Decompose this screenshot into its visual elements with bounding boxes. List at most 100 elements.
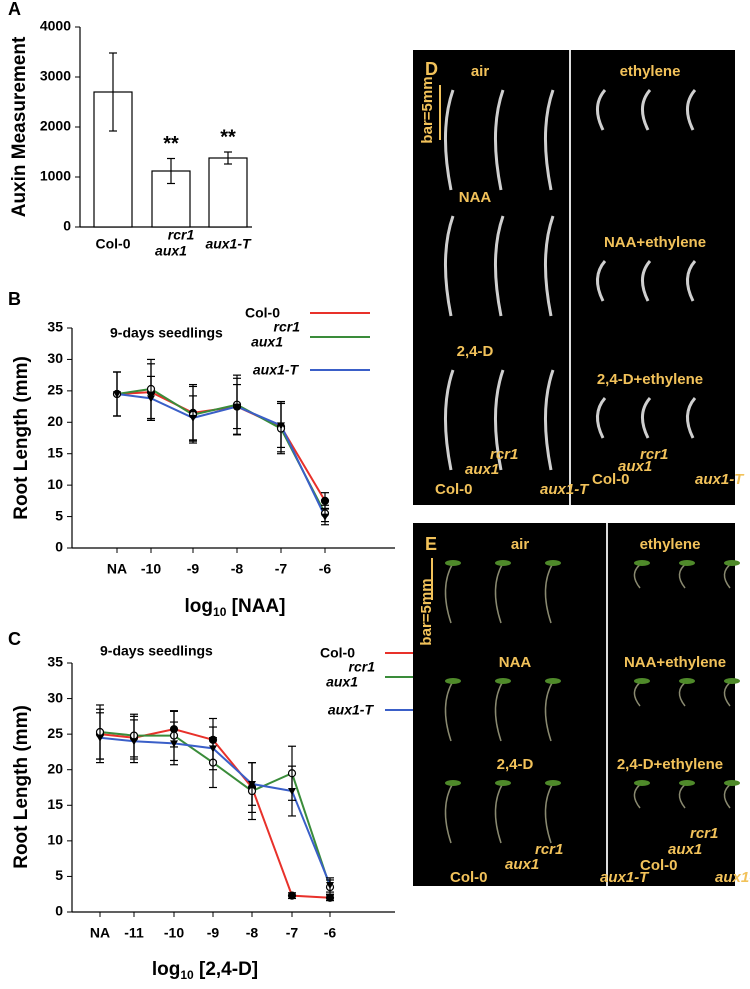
cotyledon: [724, 780, 740, 786]
x-tick-label: aux1-T: [205, 236, 252, 252]
x-axis-label-part: 10: [213, 605, 227, 619]
condition-label: NAA: [459, 189, 492, 206]
seedling: [493, 89, 505, 191]
marker: [96, 734, 104, 742]
x-tick-label: -7: [275, 561, 288, 577]
marker: [248, 780, 256, 788]
condition-label: 2,4-D: [457, 343, 494, 360]
genotype-label: aux1-T: [540, 481, 590, 498]
seedling: [444, 680, 454, 742]
cotyledon: [724, 560, 740, 566]
genotype-label: aux1: [465, 461, 499, 478]
genotype-label: Col-0: [592, 471, 630, 488]
seedling: [543, 89, 555, 191]
marker: [147, 395, 155, 403]
seedling: [641, 397, 652, 439]
photo-panel: Dbar=5mmairNAA2,4-DCol-0aux1rcr1aux1-Tet…: [413, 50, 745, 505]
bar: [208, 157, 248, 228]
x-tick-label: -9: [207, 925, 220, 941]
condition-label: 2,4-D: [497, 756, 534, 773]
y-tick-label: 10: [47, 832, 63, 848]
genotype-label: rcr1: [640, 446, 668, 463]
cotyledon: [495, 678, 511, 684]
y-tick-label: 1000: [40, 168, 71, 184]
genotype-label: aux1: [505, 856, 539, 873]
marker: [321, 513, 329, 521]
cotyledon: [634, 678, 650, 684]
seedling: [641, 260, 652, 302]
y-tick-label: 5: [55, 507, 63, 523]
x-axis-label-part: 10: [180, 968, 194, 982]
seedling: [493, 215, 505, 317]
panel-label: E: [425, 534, 437, 554]
x-tick-label: -6: [324, 925, 337, 941]
y-axis-label: Root Length (mm): [11, 705, 32, 869]
cotyledon: [634, 560, 650, 566]
condition-label: NAA+ethylene: [624, 654, 726, 671]
legend-label: aux1: [251, 334, 283, 350]
seedling: [443, 369, 455, 471]
condition-label: NAA: [499, 654, 532, 671]
y-tick-label: 5: [55, 867, 63, 883]
annotation: **: [220, 126, 236, 148]
y-axis-label: Root Length (mm): [11, 356, 32, 520]
genotype-label: Col-0: [435, 481, 473, 498]
seedling: [494, 680, 504, 742]
y-tick-label: 0: [55, 903, 63, 919]
x-tick-label: -6: [319, 561, 332, 577]
seedling: [641, 89, 652, 131]
marker: [325, 893, 335, 902]
cotyledon: [495, 560, 511, 566]
x-tick-label: -10: [164, 925, 184, 941]
x-axis-label: log10 [2,4-D]: [152, 959, 258, 982]
seedling: [443, 215, 455, 317]
seedling: [596, 397, 607, 439]
legend-label: aux1-T: [253, 362, 300, 378]
x-tick-label: -7: [286, 925, 299, 941]
marker: [326, 881, 334, 889]
y-tick-label: 2000: [40, 118, 71, 134]
x-tick-label: -8: [231, 561, 244, 577]
genotype-label: aux1-T: [695, 471, 745, 488]
panel-label: D: [425, 59, 438, 79]
x-tick-label: Col-0: [96, 236, 131, 252]
x-tick-label: NA: [90, 925, 110, 941]
condition-label: 2,4-D+ethylene: [597, 371, 703, 388]
cotyledon: [445, 678, 461, 684]
marker: [233, 403, 241, 411]
marker: [113, 391, 121, 398]
x-tick-label: NA: [107, 561, 127, 577]
seedling: [596, 89, 607, 131]
genotype-label: aux1-T: [715, 869, 750, 886]
y-tick-label: 0: [63, 218, 71, 234]
genotype-label: aux1: [668, 841, 702, 858]
genotype-label: rcr1: [535, 841, 563, 858]
x-tick-label: -8: [246, 925, 259, 941]
marker: [287, 891, 297, 900]
marker: [277, 422, 285, 430]
cotyledon: [679, 678, 695, 684]
cotyledon: [445, 780, 461, 786]
genotype-label: rcr1: [690, 825, 718, 842]
seedling: [544, 782, 554, 844]
seedling: [544, 562, 554, 624]
x-tick-label: -10: [141, 561, 161, 577]
legend-label: Col-0: [245, 305, 280, 321]
seedling: [596, 260, 607, 302]
seedling: [543, 369, 555, 471]
y-tick-label: 20: [47, 760, 63, 776]
y-tick-label: 30: [47, 689, 63, 705]
x-tick-label: -9: [187, 561, 200, 577]
condition-label: air: [511, 536, 530, 553]
y-tick-label: 3000: [40, 68, 71, 84]
y-tick-label: 15: [47, 444, 63, 460]
legend-label: rcr1: [274, 319, 301, 335]
cotyledon: [495, 780, 511, 786]
marker: [209, 745, 217, 753]
condition-label: NAA+ethylene: [604, 234, 706, 251]
photo-panel: Ebar=5mmairNAA2,4-DCol-0aux1rcr1aux1-Tet…: [413, 523, 750, 886]
marker: [288, 788, 296, 796]
seedling: [443, 89, 455, 191]
seedling: [686, 89, 697, 131]
